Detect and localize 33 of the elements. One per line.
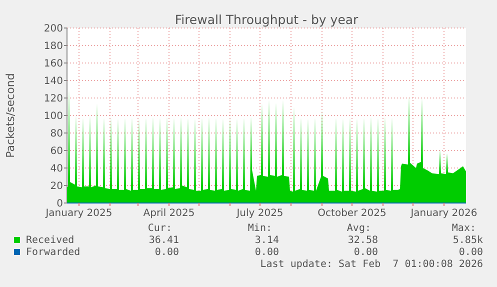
text: 32.58 [348, 235, 378, 246]
legend-label: Received [26, 235, 74, 246]
y-tick-label: 60 [50, 146, 63, 157]
y-tick-label: 120 [44, 94, 63, 104]
text: 3.14 [254, 235, 279, 246]
y-tick-label: 180 [44, 41, 63, 52]
x-tick-label: January 2025 [44, 208, 112, 219]
x-tick-label: October 2025 [318, 208, 386, 219]
text: Min: [248, 223, 272, 234]
text: 5.85k [452, 235, 483, 246]
text: Cur: [148, 223, 172, 234]
y-tick-label: 200 [44, 24, 63, 34]
y-tick-label: 160 [44, 58, 63, 70]
legend-label: Forwarded [26, 247, 80, 258]
y-tick-label: 0 [56, 198, 63, 210]
text: 0.00 [154, 247, 179, 258]
chart-title: Firewall Throughput - by year [174, 12, 360, 27]
text: 0.00 [354, 247, 378, 258]
x-tick-label: July 2025 [236, 208, 284, 219]
y-tick-label: 20 [50, 181, 63, 192]
text: 36.41 [148, 235, 179, 246]
y-tick-label: 140 [44, 76, 63, 87]
y-axis-title: Packets/second [4, 73, 17, 158]
text: 0.00 [254, 247, 279, 258]
y-tick-label: 100 [44, 111, 63, 122]
text: 0.00 [458, 247, 483, 258]
x-tick-label: April 2025 [143, 208, 195, 219]
text: Last update: Sat Feb 7 01:00:08 2026 [260, 259, 483, 270]
y-tick-label: 80 [50, 128, 63, 140]
y-tick-label: 40 [50, 164, 63, 174]
text: Avg: [346, 223, 371, 234]
text: Max: [452, 223, 476, 234]
x-tick-label: January 2026 [410, 208, 478, 219]
